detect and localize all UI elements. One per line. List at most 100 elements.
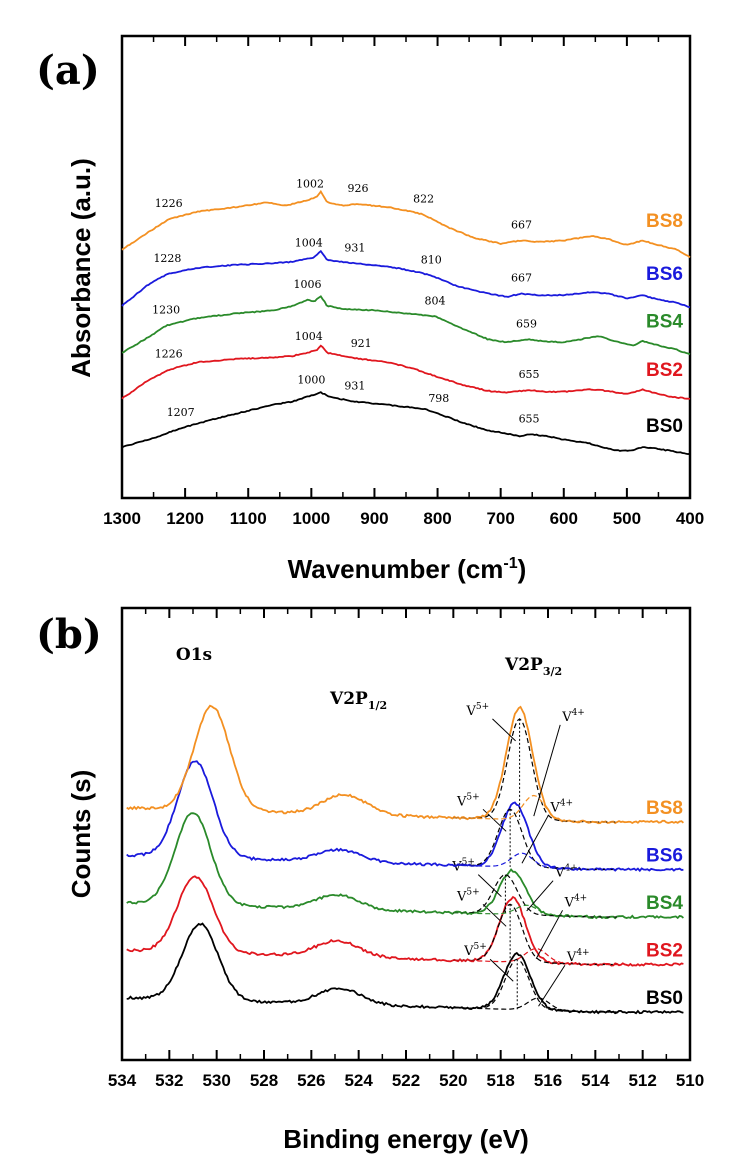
v4-label: V4+: [561, 708, 585, 725]
x-tick-label: 526: [297, 1071, 325, 1090]
peak-annotation: 1004: [295, 330, 323, 343]
peak-annotation: 1000: [297, 374, 325, 387]
series-line-bs6: [121, 249, 691, 309]
v4-leader: [533, 724, 561, 817]
peak-annotation: 810: [421, 253, 442, 266]
x-tick-label: 522: [392, 1071, 420, 1090]
panel-a-label: (a): [36, 47, 100, 94]
peak-annotation: 1004: [295, 237, 323, 250]
x-tick-label: 516: [534, 1071, 562, 1090]
peak-name-v2p12: V2P1/2: [329, 689, 387, 712]
peak-annotation: 931: [344, 241, 365, 254]
panel-a-x-axis-title-main: Wavenumber (cm: [288, 554, 504, 584]
peak-name-v2p32-sub: 3/2: [543, 665, 562, 678]
x-tick-label: 600: [550, 509, 578, 528]
series-label-bs4: BS4: [646, 893, 683, 914]
fit-component-v4: [453, 997, 617, 1013]
v4-label-main: V: [561, 710, 572, 725]
v5-label: V5+: [465, 702, 489, 719]
v5-label: V5+: [463, 942, 487, 959]
v4-label-main: V: [566, 950, 577, 965]
peak-annotation: 798: [428, 392, 449, 405]
panel-a-y-axis-title: Absorbance (a.u.): [66, 158, 96, 378]
v4-label: V4+: [566, 948, 590, 965]
fit-component-v5: [453, 808, 617, 871]
peak-annotation: 1226: [155, 197, 183, 210]
v5-label-sup: 5+: [466, 887, 479, 897]
panel-b-label: (b): [36, 611, 102, 658]
peak-annotation: 667: [511, 272, 532, 285]
v5-label: V5+: [456, 887, 480, 904]
peak-annotation: 667: [511, 218, 532, 231]
series-line-bs2: [121, 344, 691, 400]
panel-a-x-ticks: 1300 1200 1100 1000 900 800 700 600 500 400: [103, 36, 704, 528]
v4-label: V4+: [564, 893, 588, 910]
peak-annotation: 1006: [294, 278, 322, 291]
fit-component-v4: [453, 904, 617, 918]
series-bs2: 1226 1004 921 655 BS2: [121, 330, 691, 400]
x-tick-label: 534: [108, 1071, 137, 1090]
x-tick-label: 528: [250, 1071, 278, 1090]
peak-annotation: 1230: [152, 304, 180, 317]
peak-annotation: 1207: [167, 406, 195, 419]
series-bs8: V5+V4+BS8: [126, 702, 684, 825]
x-tick-label: 512: [628, 1071, 656, 1090]
v4-label-main: V: [549, 800, 560, 815]
v5-leader: [477, 874, 502, 898]
panel-b: (b) 534 532 530 528 526 524 522 520 518 516 514 512…: [36, 606, 704, 1154]
series-bs2: V5+V4+BS2: [126, 875, 684, 967]
peak-annotation: 926: [348, 182, 369, 195]
panel-b-y-axis-title: Counts (s): [66, 770, 96, 899]
x-tick-label: 1300: [103, 509, 141, 528]
series-bs8: 1226 1002 926 822 667 BS8: [121, 177, 691, 259]
v4-label-main: V: [564, 895, 575, 910]
peak-annotation: 659: [516, 317, 537, 330]
x-tick-label: 520: [439, 1071, 467, 1090]
series-bs6: V5+V4+BS6: [126, 760, 684, 873]
series-bs0: V5+ V4+ BS0: [126, 922, 684, 1015]
x-tick-label: 1100: [230, 509, 267, 528]
series-bs4: V5+V4+BS4: [126, 812, 684, 920]
v4-leader: [526, 880, 554, 912]
series-line-bs4: [126, 812, 684, 920]
peak-annotation: 655: [519, 412, 540, 425]
x-tick-label: 400: [676, 509, 704, 528]
x-tick-label: 510: [676, 1071, 704, 1090]
x-tick-label: 800: [423, 509, 451, 528]
series-label-bs0: BS0: [646, 416, 683, 437]
v5-label-main: V: [456, 794, 467, 809]
x-tick-label: 700: [486, 509, 514, 528]
panel-a-x-axis-title: Wavenumber (cm-1): [288, 554, 527, 584]
x-tick-label: 518: [486, 1071, 514, 1090]
series-line-bs0: [126, 922, 684, 1015]
series-label-bs4: BS4: [646, 311, 683, 332]
v5-label-sup: 5+: [476, 702, 489, 712]
fit-component-v4: [453, 794, 617, 823]
series-line-bs0: [121, 391, 691, 456]
panel-b-series: V5+V4+BS0V5+V4+BS2V5+V4+BS4V5+V4+BS6V5+V…: [126, 702, 684, 1015]
peak-annotation: 921: [351, 337, 372, 350]
v4-label-sup: 4+: [574, 893, 587, 903]
panel-b-x-ticks: 534 532 530 528 526 524 522 520 518 516 514 512 510: [108, 608, 704, 1090]
fit-component-v5: [453, 903, 617, 966]
v4-leader: [535, 910, 564, 959]
series-label-bs2: BS2: [646, 360, 683, 381]
v4-leader: [538, 964, 566, 1007]
series-bs6: 1228 1004 931 810 667 BS6: [121, 237, 691, 309]
series-label-bs0: BS0: [646, 988, 683, 1009]
peak-annotation: 1228: [153, 252, 181, 265]
series-label-bs6: BS6: [646, 264, 683, 285]
series-line-bs4: [121, 295, 691, 356]
x-tick-label: 530: [202, 1071, 230, 1090]
v5-label: V5+: [451, 858, 475, 875]
x-tick-label: 1200: [166, 509, 204, 528]
fit-component-v5: [453, 718, 617, 823]
series-line-bs8: [126, 704, 684, 825]
fit-component-v4: [453, 947, 617, 966]
x-tick-label: 1000: [292, 509, 330, 528]
panel-a: (a) 1300 1200 1100 1000 900 800 700 600 500 400 1…: [36, 34, 704, 584]
v4-label-sup: 4+: [560, 798, 573, 808]
panel-a-series: 1207 1000 931 798 655 BS0 1226 1004 921 655 BS2 123…: [121, 177, 691, 456]
v5-label-main: V: [465, 704, 476, 719]
series-line-bs8: [121, 189, 691, 259]
